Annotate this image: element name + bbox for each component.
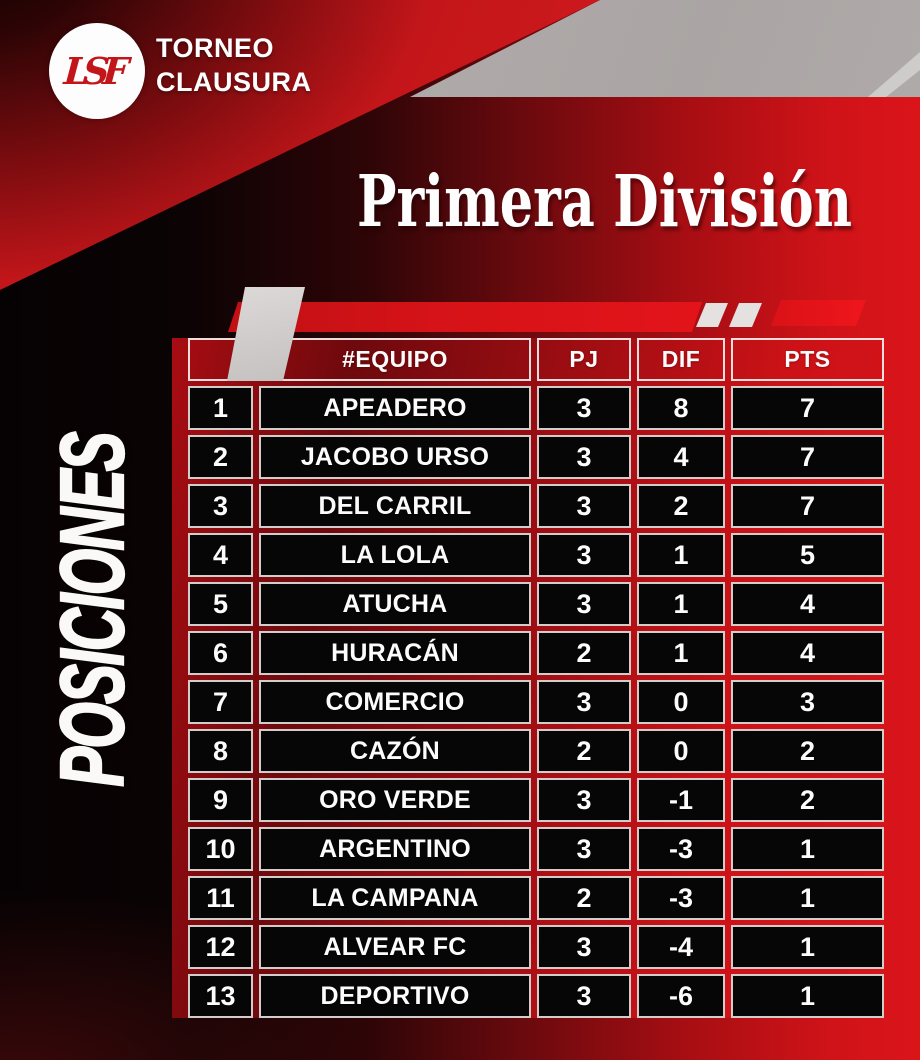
diff-cell: -6 [637, 974, 725, 1018]
team-cell: DEL CARRIL [259, 484, 531, 528]
team-cell: DEPORTIVO [259, 974, 531, 1018]
diff-cell: -4 [637, 925, 725, 969]
points-cell: 7 [731, 435, 884, 479]
table-row: 3 DEL CARRIL 3 2 7 [188, 484, 884, 528]
team-cell: ARGENTINO [259, 827, 531, 871]
diff-cell: 1 [637, 631, 725, 675]
diff-cell: -3 [637, 827, 725, 871]
diff-cell: 8 [637, 386, 725, 430]
header-points: PTS [731, 338, 884, 381]
team-cell: ORO VERDE [259, 778, 531, 822]
position-cell: 10 [188, 827, 253, 871]
standings-table: #EQUIPO PJ DIF PTS 1 APEADERO 3 8 7 2 JA… [172, 338, 884, 1018]
league-logo-monogram: LSF [62, 49, 124, 93]
played-cell: 3 [537, 974, 631, 1018]
diff-cell: 1 [637, 582, 725, 626]
played-cell: 3 [537, 582, 631, 626]
played-cell: 3 [537, 484, 631, 528]
played-cell: 3 [537, 435, 631, 479]
table-row: 1 APEADERO 3 8 7 [188, 386, 884, 430]
posiciones-label-text: POSICIONES [41, 432, 143, 787]
table-row: 8 CAZÓN 2 0 2 [188, 729, 884, 773]
header-played: PJ [537, 338, 631, 381]
position-cell: 2 [188, 435, 253, 479]
team-cell: APEADERO [259, 386, 531, 430]
points-cell: 1 [731, 827, 884, 871]
played-cell: 3 [537, 680, 631, 724]
points-cell: 1 [731, 925, 884, 969]
league-logo: LSF [49, 23, 145, 119]
tournament-title: TORNEO CLAUSURA [156, 31, 312, 99]
diff-cell: 2 [637, 484, 725, 528]
table-row: 5 ATUCHA 3 1 4 [188, 582, 884, 626]
position-cell: 5 [188, 582, 253, 626]
diff-cell: 4 [637, 435, 725, 479]
team-cell: CAZÓN [259, 729, 531, 773]
played-cell: 2 [537, 876, 631, 920]
decor-bar-main [228, 302, 702, 332]
diff-cell: 0 [637, 680, 725, 724]
points-cell: 1 [731, 876, 884, 920]
position-cell: 12 [188, 925, 253, 969]
team-cell: LA LOLA [259, 533, 531, 577]
points-cell: 2 [731, 729, 884, 773]
table-row: 11 LA CAMPANA 2 -3 1 [188, 876, 884, 920]
played-cell: 3 [537, 386, 631, 430]
played-cell: 2 [537, 729, 631, 773]
position-cell: 9 [188, 778, 253, 822]
page-title: Primera División [270, 166, 920, 242]
position-cell: 4 [188, 533, 253, 577]
table-header-row: #EQUIPO PJ DIF PTS [188, 338, 884, 381]
table-row: 7 COMERCIO 3 0 3 [188, 680, 884, 724]
points-cell: 4 [731, 631, 884, 675]
team-cell: COMERCIO [259, 680, 531, 724]
position-cell: 8 [188, 729, 253, 773]
points-cell: 1 [731, 974, 884, 1018]
played-cell: 3 [537, 778, 631, 822]
points-cell: 7 [731, 484, 884, 528]
played-cell: 3 [537, 925, 631, 969]
points-cell: 3 [731, 680, 884, 724]
position-cell: 1 [188, 386, 253, 430]
header-diff: DIF [637, 338, 725, 381]
position-cell: 3 [188, 484, 253, 528]
points-cell: 4 [731, 582, 884, 626]
team-cell: JACOBO URSO [259, 435, 531, 479]
table-row: 2 JACOBO URSO 3 4 7 [188, 435, 884, 479]
page-title-text: Primera División [356, 159, 852, 243]
decor-bar-right [771, 300, 866, 326]
position-cell: 7 [188, 680, 253, 724]
diff-cell: 0 [637, 729, 725, 773]
team-cell: HURACÁN [259, 631, 531, 675]
diff-cell: 1 [637, 533, 725, 577]
position-cell: 6 [188, 631, 253, 675]
table-row: 6 HURACÁN 2 1 4 [188, 631, 884, 675]
points-cell: 5 [731, 533, 884, 577]
table-row: 9 ORO VERDE 3 -1 2 [188, 778, 884, 822]
table-row: 12 ALVEAR FC 3 -4 1 [188, 925, 884, 969]
diff-cell: -3 [637, 876, 725, 920]
played-cell: 2 [537, 631, 631, 675]
played-cell: 3 [537, 533, 631, 577]
tournament-title-line2: CLAUSURA [156, 67, 312, 97]
team-cell: ALVEAR FC [259, 925, 531, 969]
table-row: 10 ARGENTINO 3 -3 1 [188, 827, 884, 871]
position-cell: 13 [188, 974, 253, 1018]
points-cell: 7 [731, 386, 884, 430]
team-cell: LA CAMPANA [259, 876, 531, 920]
team-cell: ATUCHA [259, 582, 531, 626]
tournament-title-line1: TORNEO [156, 33, 275, 63]
position-cell: 11 [188, 876, 253, 920]
diff-cell: -1 [637, 778, 725, 822]
header-team: #EQUIPO [259, 338, 531, 381]
played-cell: 3 [537, 827, 631, 871]
points-cell: 2 [731, 778, 884, 822]
table-row: 4 LA LOLA 3 1 5 [188, 533, 884, 577]
table-row: 13 DEPORTIVO 3 -6 1 [188, 974, 884, 1018]
posiciones-label: POSICIONES [41, 432, 143, 787]
